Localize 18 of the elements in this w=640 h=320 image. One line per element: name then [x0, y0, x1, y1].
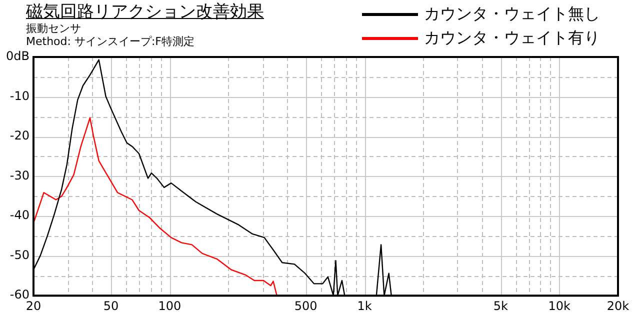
y-tick-label: -50	[10, 248, 30, 262]
y-tick-label: -20	[10, 128, 30, 143]
y-tick-label: 0dB	[6, 49, 30, 64]
x-tick-label: 20k	[606, 298, 630, 313]
chart-title: 磁気回路リアクション改善効果	[26, 2, 264, 22]
x-tick-label: 10k	[548, 298, 571, 313]
y-tick-label: -30	[10, 168, 30, 182]
x-tick-label: 5k	[493, 298, 508, 313]
x-tick-label: 50	[103, 298, 119, 313]
x-tick-label: 100	[158, 298, 182, 313]
text: Method: サインスイープ:F特測定	[26, 35, 196, 48]
legend-label: カウンタ・ウェイト無し	[424, 3, 600, 25]
x-tick-label: 500	[294, 298, 318, 313]
y-tick-label: -40	[10, 208, 30, 222]
chart-subtitle: 振動センサ	[26, 22, 82, 35]
y-tick-label: -10	[10, 88, 30, 103]
x-tick-label: 1k	[357, 298, 372, 313]
legend-label: カウンタ・ウェイト有り	[424, 27, 600, 49]
